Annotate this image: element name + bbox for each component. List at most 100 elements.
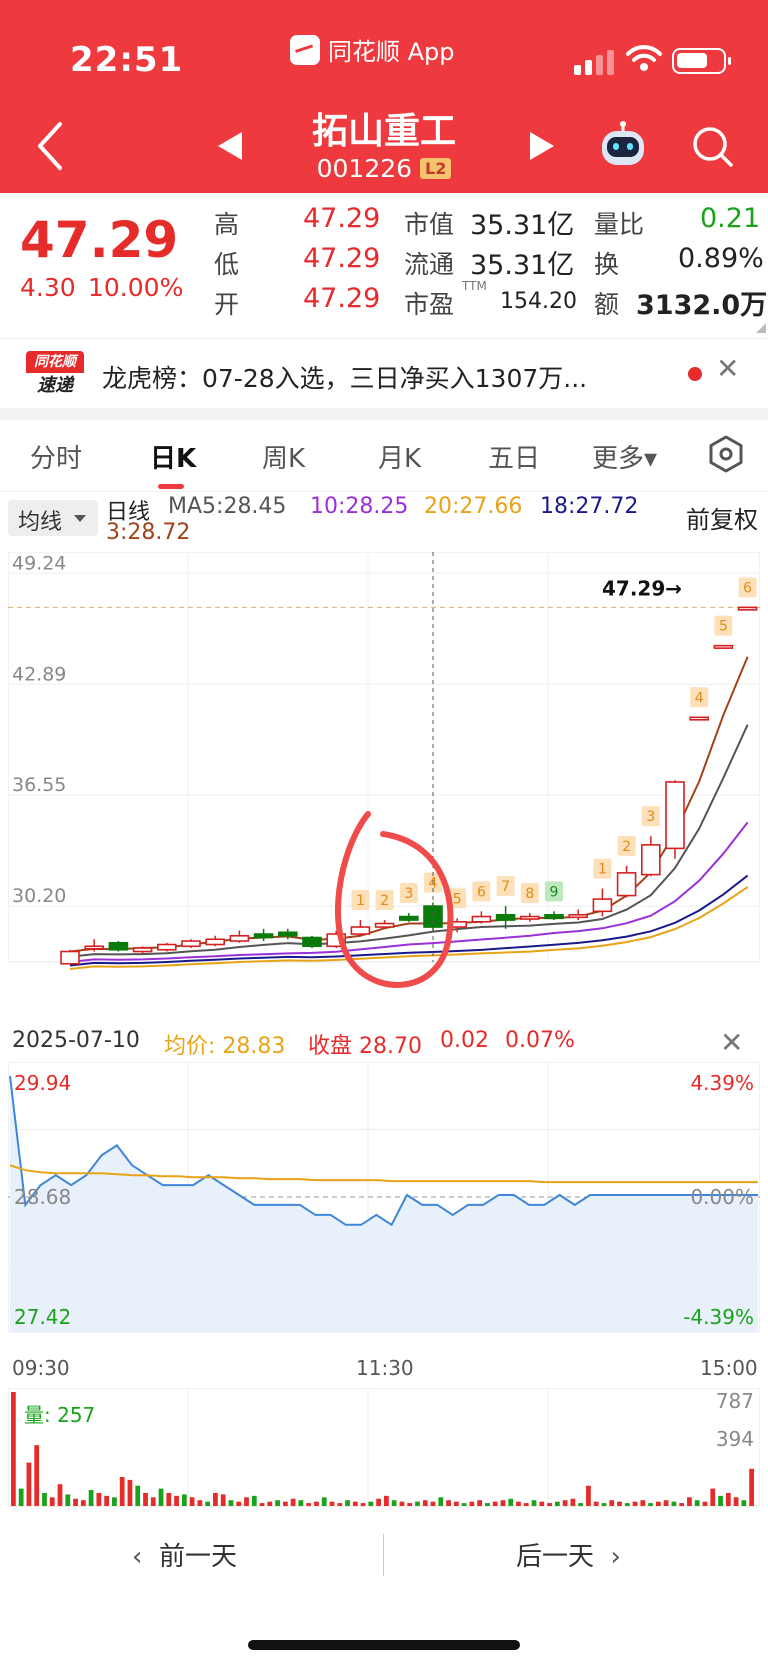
next-stock-button[interactable] xyxy=(530,132,554,160)
ma-daily-label: 日线 xyxy=(106,500,151,525)
candle-body xyxy=(181,940,201,948)
volume-bar xyxy=(601,1503,607,1506)
wifi-icon xyxy=(626,45,662,71)
candle-body xyxy=(60,950,80,965)
news-logo-top: 同花顺 xyxy=(26,351,84,373)
volume-bar xyxy=(733,1497,739,1506)
volume-bar xyxy=(671,1501,677,1506)
robot-assistant-icon[interactable] xyxy=(598,120,648,170)
prev-stock-button[interactable] xyxy=(218,132,242,160)
stock-name: 拓山重工 xyxy=(311,111,456,152)
back-arrow-icon[interactable] xyxy=(32,118,72,174)
ma10-label: 10:28.25 xyxy=(310,494,409,519)
volume-bar xyxy=(570,1498,576,1506)
volume-bar xyxy=(578,1503,584,1506)
volume-bar xyxy=(11,1392,16,1506)
app-logo-icon xyxy=(290,34,320,65)
volume-bar xyxy=(500,1500,506,1506)
candle-body xyxy=(302,936,322,948)
intraday-info-row: 2025-07-10 均价: 28.83 收盘 28.70 0.02 0.07% xyxy=(0,1022,768,1062)
next-day-label: 后一天 xyxy=(516,1542,595,1572)
tab-five-day[interactable]: 五日 xyxy=(488,444,541,474)
signal-marker-label: 1 xyxy=(598,862,607,878)
volume-bar xyxy=(407,1503,413,1506)
intraday-chart[interactable]: 29.94 28.68 27.42 4.39% 0.00% -4.39% xyxy=(8,1062,760,1352)
candle-body xyxy=(640,844,661,876)
high-label: 高 xyxy=(214,210,240,239)
signal-marker-label: 7 xyxy=(501,879,510,895)
signal-marker-label: 9 xyxy=(550,884,559,900)
candle-body xyxy=(519,915,540,920)
signal-marker-bg xyxy=(617,835,636,856)
tab-intraday[interactable]: 分时 xyxy=(30,444,83,474)
intraday-top-pct: 4.39% xyxy=(690,1071,754,1095)
intraday-top-price: 29.94 xyxy=(14,1071,71,1095)
intraday-mid-price: 28.68 xyxy=(14,1185,71,1209)
volume-bar xyxy=(679,1503,685,1506)
volume-bar xyxy=(640,1500,646,1506)
intraday-close-icon[interactable]: ✕ xyxy=(720,1026,744,1059)
volume-bar xyxy=(554,1501,560,1506)
news-banner[interactable]: 同花顺 速递 龙虎榜：07-28入选，三日净买入1307万... xyxy=(0,338,768,408)
ma3-label: 3:28.72 xyxy=(106,520,191,545)
candle-body xyxy=(568,914,589,919)
l2-badge[interactable]: L2 xyxy=(420,158,452,179)
volume-bar xyxy=(197,1500,203,1506)
signal-marker-bg xyxy=(496,876,515,897)
candle-body xyxy=(616,872,637,897)
adjust-mode[interactable]: 前复权 xyxy=(686,506,758,534)
kline-y-label: 36.55 xyxy=(12,774,66,796)
amount-value: 3132.0万 xyxy=(636,290,768,321)
ma18-line xyxy=(69,874,749,967)
low-value: 47.29 xyxy=(303,243,381,274)
search-icon[interactable] xyxy=(690,124,734,168)
ma3-line xyxy=(69,656,749,953)
candle-body xyxy=(495,914,516,921)
candle-body xyxy=(713,644,734,649)
volume-bar xyxy=(337,1503,343,1506)
settings-hexagon-icon[interactable] xyxy=(706,434,746,474)
volume-bar xyxy=(298,1500,304,1506)
news-logo: 同花顺 速递 xyxy=(26,351,84,399)
low-label: 低 xyxy=(214,250,240,279)
news-text[interactable]: 龙虎榜：07-28入选，三日净买入1307万... xyxy=(102,364,588,393)
footer-divider xyxy=(383,1534,384,1576)
time-axis: 09:30 11:30 15:00 xyxy=(0,1356,768,1386)
kline-y-label: 49.24 xyxy=(12,552,66,574)
volume-bar xyxy=(104,1495,110,1506)
day-nav-footer: ‹ 前一天 后一天 › xyxy=(0,1520,768,1590)
intraday-bottom-price: 27.42 xyxy=(14,1305,71,1329)
volume-bar xyxy=(593,1501,599,1506)
chevron-right-icon: › xyxy=(610,1542,621,1572)
tab-daily-k[interactable]: 日K xyxy=(150,444,197,474)
volume-bar xyxy=(508,1498,514,1506)
tab-more[interactable]: 更多▾ xyxy=(592,444,658,474)
signal-marker-label: 1 xyxy=(356,893,365,909)
volume-bar xyxy=(453,1501,459,1506)
next-day-button[interactable]: 后一天 › xyxy=(516,1536,621,1573)
volume-bar xyxy=(42,1492,47,1506)
float-label: 流通 xyxy=(404,250,455,279)
expand-corner-icon[interactable] xyxy=(756,323,766,333)
indicator-select[interactable]: 均线 xyxy=(8,500,98,536)
tab-weekly-k[interactable]: 周K xyxy=(262,444,306,474)
intraday-mid-pct: 0.00% xyxy=(690,1185,754,1209)
volume-bar xyxy=(236,1501,242,1506)
news-close-icon[interactable]: ✕ xyxy=(716,352,740,385)
candle-body xyxy=(737,606,758,611)
signal-marker-label: 2 xyxy=(622,839,631,855)
candle-body xyxy=(592,898,613,913)
app-label[interactable]: 同花顺 App xyxy=(290,32,455,67)
battery-icon xyxy=(672,48,731,74)
signal-marker-bg xyxy=(399,883,418,904)
volume-bar xyxy=(687,1497,692,1506)
volume-bar xyxy=(531,1500,537,1506)
prev-day-button[interactable]: ‹ 前一天 xyxy=(132,1536,237,1573)
volume-bar xyxy=(345,1500,350,1506)
tab-monthly-k[interactable]: 月K xyxy=(378,444,422,474)
turnover-label: 换 xyxy=(594,250,620,279)
ma18-label: 18:27.72 xyxy=(540,494,639,519)
signal-marker-label: 6 xyxy=(743,580,752,596)
